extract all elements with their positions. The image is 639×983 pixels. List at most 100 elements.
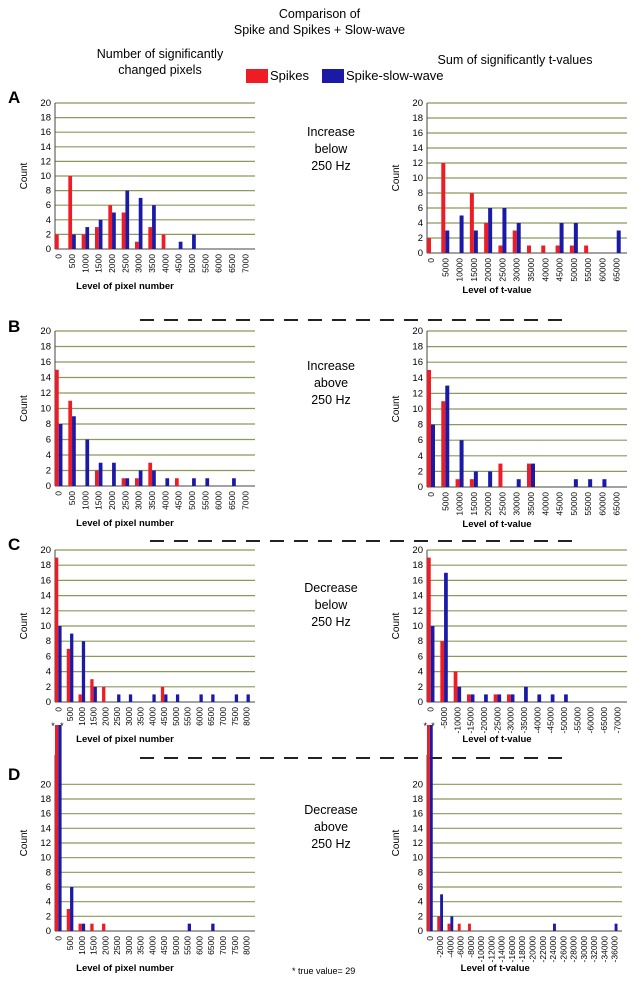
separator-dash bbox=[284, 757, 298, 759]
bar-spikes bbox=[527, 463, 531, 487]
x-tick-label: 45000 bbox=[555, 492, 565, 516]
separator-dash bbox=[222, 540, 236, 542]
figure-title-line2: Spike and Spikes + Slow-wave bbox=[233, 23, 406, 37]
bar-spikes bbox=[437, 916, 441, 931]
x-tick-label: 55000 bbox=[583, 492, 593, 516]
x-tick-label: 4500 bbox=[159, 707, 169, 726]
y-tick-label: 10 bbox=[40, 853, 51, 864]
y-tick-label: 0 bbox=[46, 244, 51, 255]
panel-letter-a: A bbox=[8, 88, 21, 107]
bar-spike-slow-wave bbox=[58, 424, 63, 486]
bar-spike-slow-wave bbox=[164, 694, 168, 702]
bar-spikes bbox=[90, 679, 94, 702]
y-tick-label: 2 bbox=[418, 233, 423, 244]
separator-dash bbox=[342, 540, 356, 542]
bar-spike-slow-wave bbox=[93, 686, 97, 702]
bar-spike-slow-wave bbox=[152, 470, 156, 486]
x-tick-label: 6500 bbox=[206, 936, 216, 955]
condition-d-line2: above bbox=[313, 820, 349, 834]
x-tick-label: 7000 bbox=[218, 936, 228, 955]
x-tick-label: 1500 bbox=[89, 936, 99, 955]
bar-spike-slow-wave bbox=[497, 694, 502, 702]
y-tick-label: 2 bbox=[46, 466, 51, 477]
bar-spike-slow-wave bbox=[457, 686, 462, 702]
condition-c-line2: below bbox=[314, 598, 348, 612]
y-tick-label: 8 bbox=[418, 867, 423, 878]
x-tick-label: -4000 bbox=[445, 936, 455, 958]
condition-c-line1: Decrease bbox=[304, 581, 358, 595]
x-tick-label: 4500 bbox=[174, 254, 184, 273]
y-tick-label: 12 bbox=[40, 606, 51, 617]
bar-spikes bbox=[81, 234, 86, 249]
y-tick-label: 20 bbox=[412, 326, 423, 337]
bar-spike-slow-wave bbox=[117, 694, 121, 702]
y-tick-label: 18 bbox=[412, 794, 423, 805]
bar-spike-slow-wave bbox=[445, 385, 450, 487]
bar-spike-slow-wave bbox=[187, 923, 191, 931]
bar-spikes bbox=[108, 205, 113, 249]
y-axis-title: Count bbox=[391, 612, 402, 639]
bar-spikes bbox=[90, 923, 94, 931]
x-tick-label: 3500 bbox=[147, 491, 157, 510]
separator-dash bbox=[150, 540, 164, 542]
bar-spike-slow-wave bbox=[553, 923, 556, 931]
separator-dash bbox=[356, 757, 370, 759]
bar-spike-slow-wave bbox=[70, 887, 74, 931]
x-tick-label: 6500 bbox=[227, 254, 237, 273]
x-tick-label: 50000 bbox=[569, 492, 579, 516]
x-tick-label: 30000 bbox=[512, 492, 522, 516]
x-tick-label: 2500 bbox=[112, 936, 122, 955]
x-tick-label: -6000 bbox=[456, 936, 466, 958]
x-tick-label: -24000 bbox=[548, 936, 558, 963]
bar-spike-slow-wave bbox=[473, 230, 478, 253]
bar-spike-slow-wave bbox=[430, 626, 435, 702]
y-tick-label: 18 bbox=[40, 560, 51, 571]
y-tick-label: 4 bbox=[418, 451, 423, 462]
separator-dash bbox=[438, 540, 452, 542]
bar-spike-slow-wave bbox=[445, 230, 450, 253]
x-tick-label: -32000 bbox=[589, 936, 599, 963]
x-tick-label: 5000 bbox=[187, 254, 197, 273]
x-tick-label: -10000 bbox=[476, 936, 486, 963]
bar-spikes bbox=[95, 470, 99, 486]
separator-dash bbox=[308, 757, 322, 759]
separator-dash bbox=[390, 540, 404, 542]
bar-spike-slow-wave bbox=[98, 462, 103, 486]
x-tick-label: 6000 bbox=[214, 491, 224, 510]
x-tick-label: -55000 bbox=[572, 707, 582, 734]
separator-dash bbox=[534, 540, 548, 542]
separator-dash bbox=[198, 540, 212, 542]
x-tick-label: -2000 bbox=[435, 936, 445, 958]
separator-dash bbox=[414, 540, 428, 542]
x-tick-label: 5000 bbox=[171, 707, 181, 726]
legend-swatch-spikes bbox=[246, 69, 268, 83]
x-tick-label: -5000 bbox=[439, 707, 449, 729]
x-tick-label: 1500 bbox=[89, 707, 99, 726]
y-tick-label: 8 bbox=[46, 867, 51, 878]
bar-spike-slow-wave bbox=[175, 694, 180, 702]
separator-dash bbox=[260, 319, 274, 321]
x-tick-label: -18000 bbox=[517, 936, 527, 963]
x-tick-label: 2000 bbox=[100, 707, 110, 726]
bar-spike-slow-wave bbox=[205, 478, 210, 486]
bar-spikes bbox=[135, 241, 139, 249]
x-axis-title: Level of t-value bbox=[462, 734, 531, 745]
bar-spikes bbox=[512, 230, 517, 253]
bar-spike-slow-wave bbox=[564, 694, 568, 702]
y-tick-label: 16 bbox=[412, 357, 423, 368]
bar-spike-slow-wave bbox=[199, 694, 203, 702]
bar-spikes bbox=[148, 227, 153, 249]
y-tick-label: 2 bbox=[46, 229, 51, 240]
separator-dash bbox=[476, 757, 490, 759]
condition-a-line3: 250 Hz bbox=[311, 159, 351, 173]
bar-spike-slow-wave bbox=[81, 641, 86, 702]
bar-spike-slow-wave bbox=[484, 694, 488, 702]
x-tick-label: -30000 bbox=[506, 707, 516, 734]
bar-spike-slow-wave bbox=[211, 923, 215, 931]
left-column-header: Number of significantly changed pixels bbox=[60, 46, 260, 78]
bar-spike-slow-wave bbox=[444, 572, 448, 702]
bar-spike-slow-wave bbox=[192, 234, 196, 249]
separator-dash bbox=[212, 757, 226, 759]
separator-dash bbox=[452, 319, 466, 321]
x-tick-label: 6000 bbox=[194, 936, 204, 955]
